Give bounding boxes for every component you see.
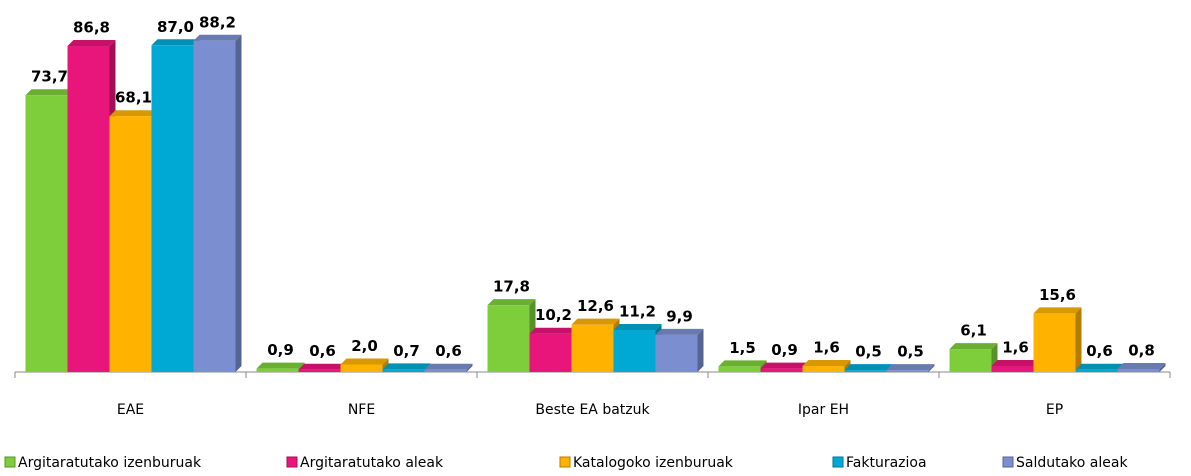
bar: [760, 368, 803, 372]
legend-label: Argitaratutako izenburuak: [18, 455, 202, 471]
value-label: 0,6: [1086, 342, 1113, 360]
value-label: 11,2: [619, 302, 656, 320]
bar: [1075, 369, 1118, 372]
value-label: 0,5: [855, 343, 882, 361]
bar-top: [655, 328, 704, 335]
bar: [991, 365, 1034, 372]
bar-top: [109, 110, 158, 117]
x-tick-label: EP: [1046, 402, 1063, 418]
value-label: 6,1: [960, 322, 987, 340]
value-label: 1,6: [1002, 338, 1029, 356]
bar-top: [25, 89, 74, 96]
bar-top: [340, 358, 389, 365]
value-label: 88,2: [199, 13, 236, 31]
bar-top: [949, 343, 998, 350]
value-label: 0,7: [393, 342, 420, 360]
value-label: 17,8: [493, 278, 530, 296]
bar-side: [697, 328, 704, 372]
value-label: 1,5: [729, 339, 756, 357]
value-label: 0,9: [771, 341, 798, 359]
bar-top: [991, 359, 1040, 366]
legend-swatch: [559, 456, 571, 468]
bar-side: [466, 363, 473, 372]
legend-swatch: [832, 456, 844, 468]
value-label: 73,7: [31, 68, 68, 86]
bar: [949, 349, 992, 372]
bar-side: [235, 34, 242, 372]
bar-top: [844, 364, 893, 371]
bar: [655, 334, 698, 372]
bar: [424, 369, 467, 372]
bar-top: [613, 323, 662, 330]
value-label: 0,5: [897, 343, 924, 361]
value-label: 0,8: [1128, 341, 1155, 359]
value-label: 0,6: [309, 342, 336, 360]
bar-top: [760, 362, 809, 369]
legend-swatch: [1002, 456, 1014, 468]
value-label: 0,9: [267, 341, 294, 359]
legend-swatch: [286, 456, 298, 468]
bar: [25, 95, 68, 373]
bar: [886, 370, 929, 372]
bar: [802, 365, 845, 372]
value-label: 15,6: [1039, 286, 1076, 304]
bar-top: [1033, 307, 1082, 314]
bar-side: [928, 364, 935, 372]
bar-top: [298, 363, 347, 370]
x-tick-label: Beste EA batzuk: [535, 402, 650, 418]
bar: [844, 370, 887, 372]
bar-top: [193, 34, 242, 41]
value-label: 12,6: [577, 297, 614, 315]
bar-top: [67, 40, 116, 47]
bar: [529, 333, 572, 372]
value-label: 0,6: [435, 342, 462, 360]
bar: [151, 45, 194, 373]
bar: [256, 368, 299, 372]
bar: [67, 46, 110, 373]
bar: [193, 40, 236, 372]
x-tick-label: EAE: [117, 402, 144, 418]
value-label: 9,9: [666, 307, 693, 325]
value-label: 86,8: [73, 19, 110, 37]
bar-top: [529, 327, 578, 334]
bar: [382, 369, 425, 372]
bar-top: [1075, 363, 1124, 370]
bar-top: [886, 364, 935, 371]
bar-side: [1075, 307, 1082, 372]
legend-label: Argitaratutako aleak: [300, 455, 444, 471]
bar: [487, 305, 530, 372]
bar-top: [487, 299, 536, 306]
bar-top: [256, 362, 305, 369]
bar: [340, 364, 383, 372]
bar: [298, 369, 341, 372]
bar: [109, 116, 152, 372]
legend-label: Katalogoko izenburuak: [573, 455, 734, 471]
value-label: 10,2: [535, 306, 572, 324]
legend-swatch: [4, 456, 16, 468]
bar: [613, 329, 656, 372]
legend-label: Saldutako aleak: [1016, 455, 1128, 471]
bar: [1033, 313, 1076, 372]
bar-side: [1159, 362, 1166, 372]
bar-top: [382, 363, 431, 370]
legend-label: Fakturazioa: [846, 455, 927, 471]
bar-top: [1117, 362, 1166, 369]
bar: [718, 366, 761, 372]
bar: [571, 324, 614, 372]
bar-top: [802, 359, 851, 366]
value-label: 2,0: [351, 337, 378, 355]
bar-top: [151, 39, 200, 46]
value-label: 87,0: [157, 18, 194, 36]
bar-top: [571, 318, 620, 325]
x-tick-label: NFE: [348, 402, 375, 418]
bar-top: [424, 363, 473, 370]
x-tick-label: Ipar EH: [798, 402, 849, 418]
value-label: 68,1: [115, 89, 152, 107]
bar-top: [718, 360, 767, 367]
value-label: 1,6: [813, 338, 840, 356]
bar: [1117, 368, 1160, 372]
